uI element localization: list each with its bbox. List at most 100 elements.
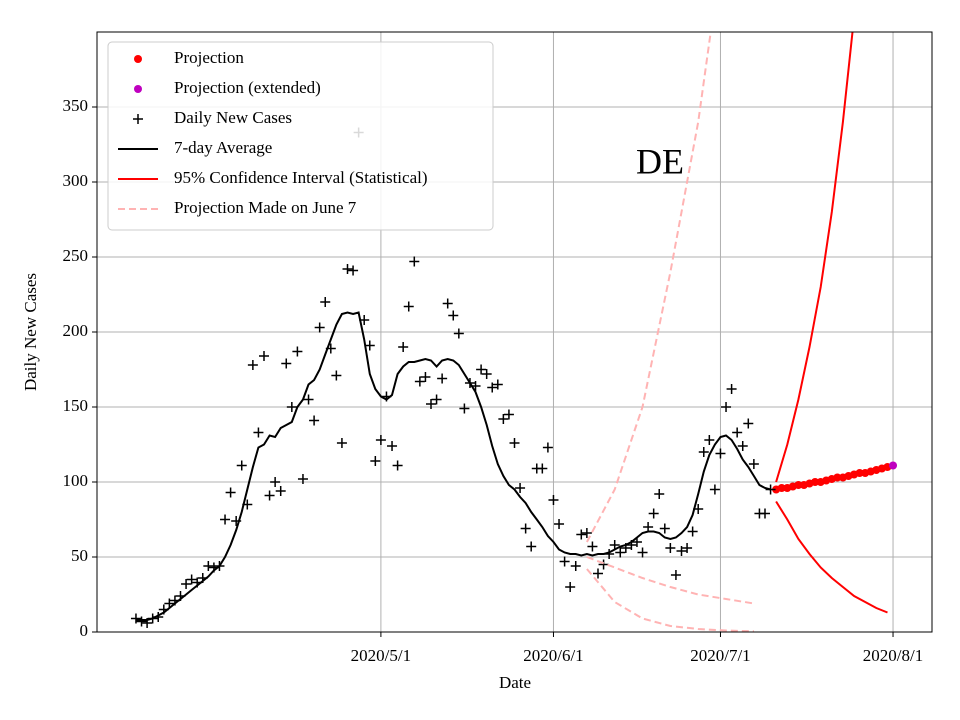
point: [520, 523, 531, 534]
point: [587, 541, 598, 552]
point: [448, 310, 459, 321]
legend-label: Projection: [174, 48, 244, 67]
y-tick-label: 100: [63, 471, 89, 490]
point: [760, 508, 770, 519]
y-tick-label: 0: [80, 621, 89, 640]
point: [598, 559, 609, 570]
point: [403, 301, 414, 312]
point: [709, 484, 720, 495]
point: [297, 474, 308, 484]
point: [281, 358, 292, 369]
point: [292, 346, 303, 357]
legend-label: 7-day Average: [174, 138, 272, 157]
point: [136, 616, 147, 627]
point: [777, 484, 786, 492]
point: [392, 460, 403, 471]
point: [833, 473, 842, 482]
point: [637, 547, 648, 558]
point: [721, 402, 732, 412]
point: [670, 570, 681, 580]
point: [537, 463, 548, 474]
point: [320, 297, 331, 307]
point: [314, 322, 325, 333]
y-tick-label: 150: [63, 396, 89, 415]
y-tick-label: 350: [63, 96, 89, 115]
line: [586, 32, 712, 543]
annotation: DE: [636, 141, 684, 181]
point: [715, 448, 726, 459]
point: [515, 483, 526, 493]
point: [437, 373, 448, 384]
point: [275, 486, 286, 496]
point: [309, 415, 320, 426]
point: [364, 340, 375, 351]
point: [220, 514, 231, 525]
point: [855, 469, 864, 477]
point: [542, 442, 553, 453]
point: [811, 478, 820, 486]
point: [481, 369, 492, 379]
point: [659, 523, 670, 534]
y-tick-label: 200: [63, 321, 89, 340]
point: [476, 364, 487, 375]
point: [559, 556, 570, 567]
legend-swatch: [133, 114, 143, 124]
point: [442, 298, 453, 309]
point: [270, 477, 281, 487]
point: [426, 399, 436, 409]
point: [687, 526, 698, 537]
point: [409, 256, 420, 267]
point: [615, 547, 626, 558]
point: [526, 541, 537, 552]
point: [130, 613, 141, 624]
point: [704, 435, 715, 445]
point: [732, 427, 743, 438]
x-tick-label: 2020/6/1: [523, 646, 583, 665]
point: [748, 459, 759, 469]
x-tick-label: 2020/5/1: [351, 646, 411, 665]
point: [225, 487, 236, 498]
point: [548, 495, 559, 505]
point: [459, 403, 470, 414]
point: [665, 543, 676, 553]
point: [609, 540, 620, 550]
point: [643, 522, 654, 532]
point: [654, 489, 665, 499]
point: [264, 490, 275, 501]
point: [498, 414, 509, 424]
point: [889, 461, 898, 470]
point: [186, 574, 197, 585]
point: [431, 394, 442, 405]
y-tick-label: 250: [63, 246, 89, 265]
legend-label: Daily New Cases: [174, 108, 292, 127]
point: [387, 441, 398, 451]
point: [203, 561, 214, 571]
x-axis-label: Date: [499, 673, 531, 692]
line: [775, 32, 854, 483]
y-tick-label: 300: [63, 171, 89, 190]
point: [236, 460, 247, 471]
point: [682, 543, 693, 553]
point: [698, 447, 709, 457]
legend-label: Projection (extended): [174, 78, 321, 97]
point: [581, 528, 592, 538]
point: [794, 481, 803, 489]
point: [453, 328, 464, 339]
x-tick-label: 2020/7/1: [690, 646, 750, 665]
point: [487, 382, 498, 393]
point: [286, 402, 297, 412]
point: [420, 372, 431, 382]
point: [554, 519, 565, 529]
point: [743, 418, 754, 429]
legend-label: Projection Made on June 7: [174, 198, 357, 217]
line: [586, 556, 755, 605]
point: [648, 508, 659, 519]
legend-box: [107, 41, 494, 231]
point: [247, 360, 258, 370]
point: [726, 384, 737, 394]
point: [253, 427, 264, 438]
point: [303, 394, 314, 405]
plot-area: [130, 32, 898, 632]
point: [509, 438, 520, 448]
